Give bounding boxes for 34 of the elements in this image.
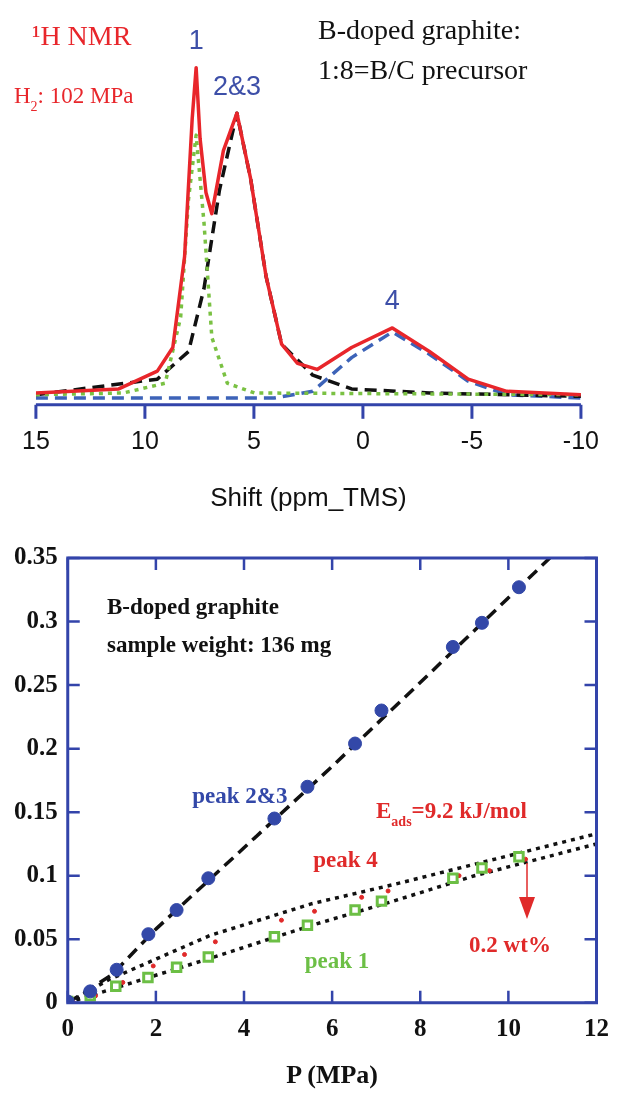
y-tick-label: 0.3 xyxy=(26,606,58,633)
annotation: 1:8=B/C precursor xyxy=(318,54,529,86)
annotation: B-doped graphite xyxy=(107,593,279,619)
series-label: peak 1 xyxy=(304,947,370,973)
x-tick-label: 12 xyxy=(584,1014,609,1042)
x-tick-label: 5 xyxy=(246,425,261,454)
annotation: 0.2 wt% xyxy=(469,931,551,957)
annotation: 1 xyxy=(188,25,204,56)
annotation: 2&3 xyxy=(212,70,261,101)
y-tick-label: 0.25 xyxy=(14,669,58,697)
y-tick-label: 0 xyxy=(45,987,58,1015)
x-axis-title: P (MPa) xyxy=(286,1060,378,1090)
annotation: sample weight: 136 mg xyxy=(107,631,332,657)
y-tick-label: 0.05 xyxy=(14,923,58,951)
x-tick-label: 2 xyxy=(149,1014,163,1042)
x-tick-label: 4 xyxy=(237,1014,251,1042)
x-tick-label: 10 xyxy=(131,425,159,454)
x-axis-title: Shift (ppm_TMS) xyxy=(210,481,407,512)
text: B-doped graphite: xyxy=(318,14,521,46)
x-tick-label: 6 xyxy=(325,1014,339,1042)
x-tick-label: -10 xyxy=(562,425,599,454)
y-tick-label: 0.35 xyxy=(14,542,58,570)
x-tick-label: 10 xyxy=(495,1014,521,1042)
x-tick-label: -5 xyxy=(460,425,484,454)
y-tick-label: 0.2 xyxy=(26,733,58,761)
series-label: peak 2&3 xyxy=(192,782,288,808)
annotation: 4 xyxy=(384,285,400,316)
text: peak 4 xyxy=(313,847,379,873)
y-tick-label: 0.15 xyxy=(14,796,58,824)
x-tick-label: 15 xyxy=(22,425,50,454)
x-tick-label: 8 xyxy=(414,1014,427,1042)
x-tick-label: 0 xyxy=(355,425,370,454)
y-tick-label: 0.1 xyxy=(26,860,58,888)
text: ¹H NMR xyxy=(32,20,132,52)
